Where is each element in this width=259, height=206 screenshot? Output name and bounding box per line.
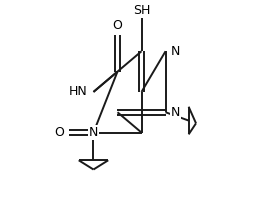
Text: N: N bbox=[171, 45, 181, 58]
Text: SH: SH bbox=[133, 4, 150, 17]
Text: HN: HN bbox=[69, 85, 88, 98]
Text: N: N bbox=[171, 106, 181, 119]
Text: N: N bbox=[89, 126, 98, 139]
Text: O: O bbox=[54, 126, 64, 139]
Text: O: O bbox=[113, 19, 123, 32]
